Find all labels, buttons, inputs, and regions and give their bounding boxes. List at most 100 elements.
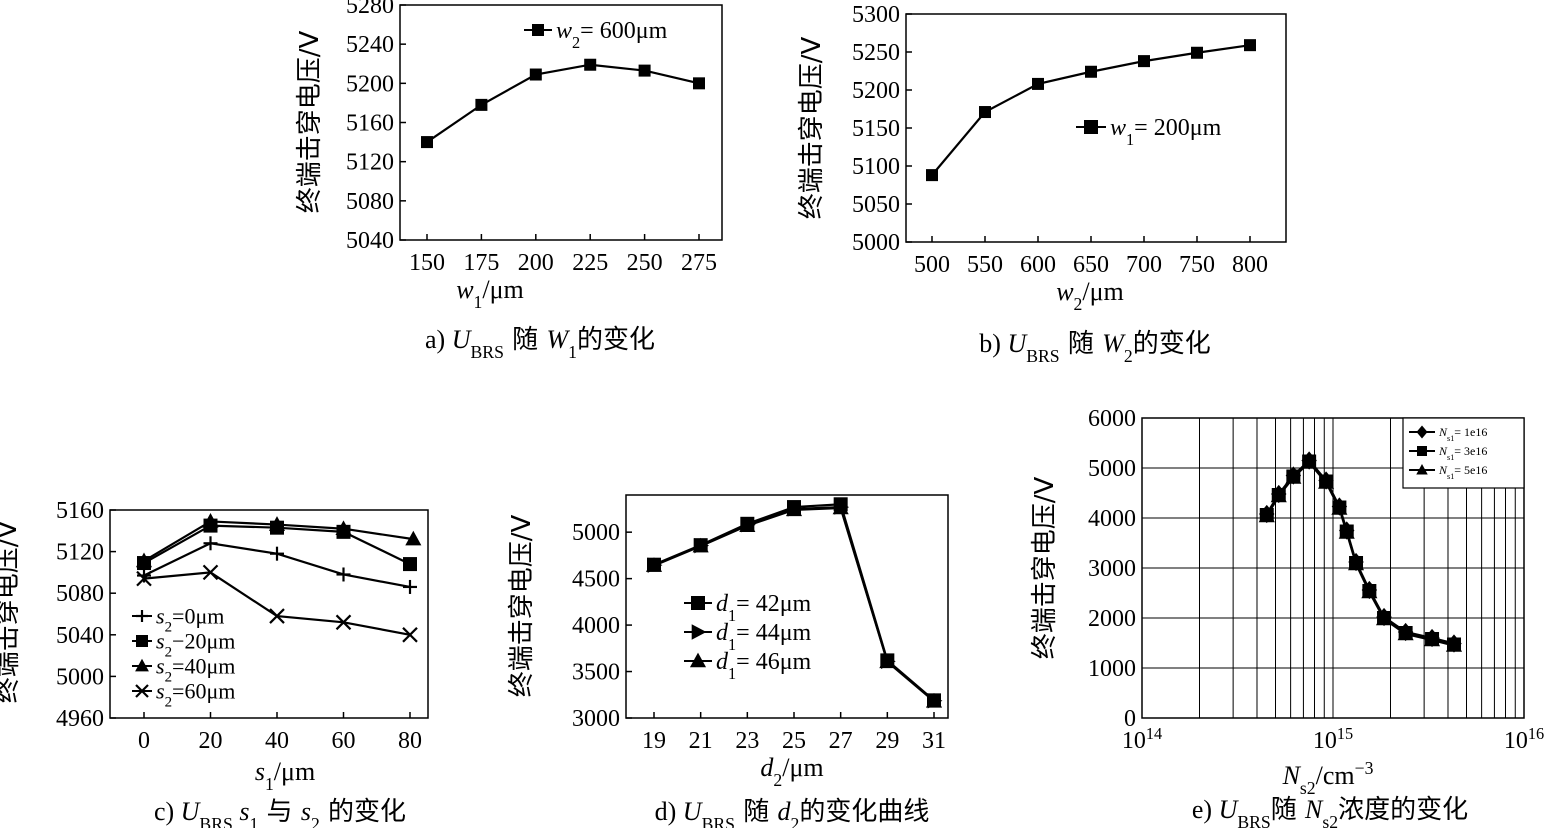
y-axis-label: 终端击穿电压/V <box>507 515 537 698</box>
data-point <box>645 557 663 572</box>
y-tick-label: 5160 <box>346 111 394 137</box>
data-point <box>1301 454 1318 469</box>
data-point <box>270 546 284 561</box>
y-tick-label: 5040 <box>56 623 104 649</box>
plot-frame <box>109 509 429 719</box>
x-axis-label: w1/μm <box>456 275 524 312</box>
y-tick-label: 6000 <box>1088 406 1136 432</box>
y-tick-label: 5100 <box>852 154 900 180</box>
y-axis-label: 终端击穿电压/V <box>0 521 23 704</box>
x-axis-label: Ns2/cm−3 <box>1282 758 1374 798</box>
data-point <box>879 653 896 669</box>
y-tick-label: 3500 <box>572 660 620 686</box>
series-line <box>1265 459 1455 646</box>
x-tick-label: 29 <box>875 728 899 754</box>
data-point <box>529 68 542 81</box>
y-tick-label: 2000 <box>1088 606 1136 632</box>
y-tick-label: 5200 <box>346 71 394 97</box>
data-point <box>1270 487 1287 503</box>
data-point <box>925 692 943 708</box>
chart-e: 0 1000 2000 3000 4000 5000 6000 1014 1015 1016 Ns1… <box>1030 406 1544 828</box>
y-tick-label: 1000 <box>1088 656 1136 682</box>
legend-label: Ns1= 5e16 <box>1438 463 1487 481</box>
data-point <box>1258 507 1275 523</box>
legend-marker <box>689 652 707 668</box>
y-tick-label: 5000 <box>1088 456 1136 482</box>
y-tick-label: 4500 <box>572 567 620 593</box>
x-tick-label: 40 <box>265 728 289 754</box>
data-point <box>1347 555 1365 571</box>
data-point <box>137 568 151 583</box>
x-axis-label: s1/μm <box>255 757 315 794</box>
y-tick-label: 5080 <box>346 189 394 215</box>
plot-frame <box>625 494 949 719</box>
legend-marker <box>1416 464 1428 475</box>
y-axis-label: 终端击穿电压/V <box>295 31 325 214</box>
legend-label: Ns1= 1e16 <box>1438 425 1487 443</box>
data-point <box>926 169 938 182</box>
x-tick-label: 27 <box>829 728 853 754</box>
y-tick-label: 3000 <box>572 706 620 732</box>
y-tick-label: 4960 <box>56 706 104 732</box>
x-tick-label: 1016 <box>1504 724 1544 755</box>
x-tick-label: 500 <box>914 252 950 278</box>
y-tick-label: 5080 <box>56 581 104 607</box>
y-tick-label: 5000 <box>572 520 620 546</box>
x-tick-label: 275 <box>681 250 717 276</box>
y-tick-label: 0 <box>1124 706 1136 732</box>
x-tick-label: 800 <box>1232 252 1268 278</box>
figure-caption: a) UBRS 随 W1的变化 <box>425 325 655 362</box>
x-tick-label: 600 <box>1020 252 1056 278</box>
chart-d: 3000 3500 4000 4500 5000 19 21 23 25 27 29 31 d1= 42… <box>507 494 949 828</box>
data-point <box>1085 65 1097 78</box>
legend: w1= 200μm <box>1076 115 1222 149</box>
data-point <box>202 564 219 581</box>
data-point <box>402 627 418 643</box>
data-point <box>421 136 433 149</box>
legend-label: Ns1= 3e16 <box>1438 444 1487 462</box>
data-point <box>202 513 219 528</box>
y-tick-label: 5000 <box>56 664 104 690</box>
y-axis-label: 终端击穿电压/V <box>797 37 827 220</box>
data-point <box>785 501 803 517</box>
data-point <box>739 517 756 532</box>
data-point <box>584 58 597 71</box>
data-point <box>405 530 422 546</box>
data-point <box>832 499 849 515</box>
data-point <box>1423 631 1441 647</box>
data-point <box>335 614 352 631</box>
y-tick-label: 4000 <box>572 613 620 639</box>
plot-frame <box>1141 417 1525 719</box>
data-point <box>1285 469 1302 484</box>
data-point <box>403 557 417 572</box>
x-axis-label: d2/μm <box>760 753 823 790</box>
data-point <box>638 64 651 77</box>
legend-label: d1= 46μm <box>716 649 812 683</box>
x-tick-label: 1015 <box>1313 724 1353 755</box>
x-tick-label: 0 <box>138 728 150 754</box>
data-point <box>692 537 709 553</box>
x-tick-label: 1014 <box>1122 724 1162 755</box>
figure-caption: b) UBRS 随 W2的变化 <box>979 329 1210 366</box>
x-tick-label: 700 <box>1126 252 1162 278</box>
x-tick-label: 200 <box>518 250 554 276</box>
y-tick-label: 5150 <box>852 116 900 142</box>
legend-marker <box>135 684 149 698</box>
x-tick-label: 175 <box>463 250 499 276</box>
legend-label: s2=60μm <box>156 678 235 710</box>
legend-label: d1= 42μm <box>716 591 812 625</box>
data-point <box>475 98 488 111</box>
data-point <box>1138 55 1150 68</box>
legend-marker <box>1084 120 1098 134</box>
x-tick-label: 650 <box>1073 252 1109 278</box>
series-line <box>426 63 700 143</box>
legend-marker <box>691 624 707 640</box>
y-tick-label: 5250 <box>852 40 900 66</box>
data-point <box>1318 474 1335 489</box>
data-point <box>1338 524 1355 539</box>
legend-label: w1= 200μm <box>1110 115 1222 149</box>
y-tick-label: 5160 <box>56 498 104 524</box>
